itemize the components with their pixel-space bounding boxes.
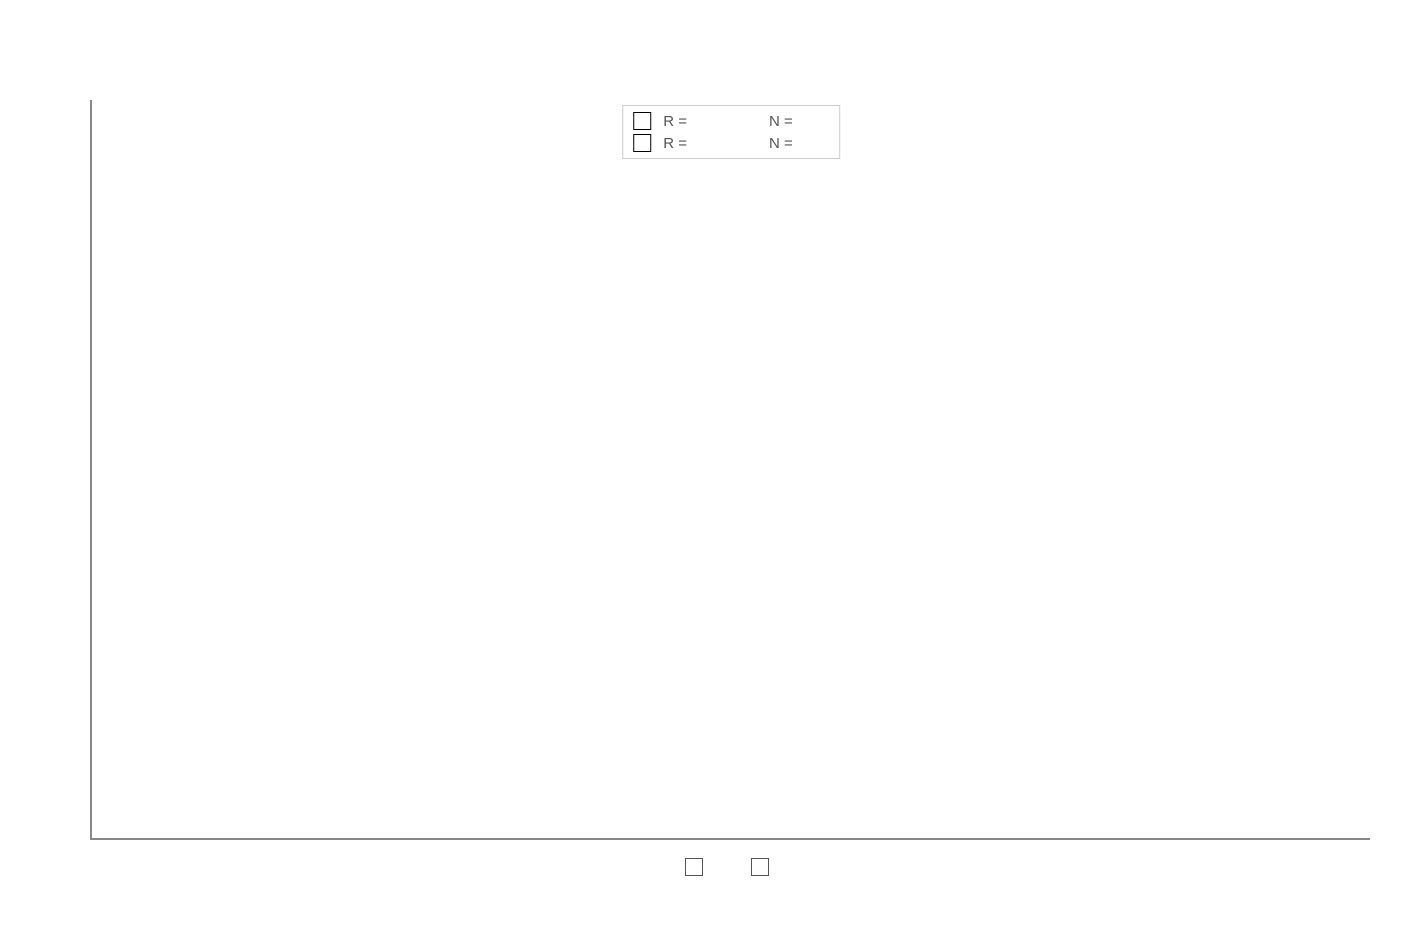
series-legend: [685, 858, 777, 876]
swatch-bosnia: [685, 858, 703, 876]
legend-row-bosnia: R = N =: [633, 110, 829, 132]
plot-area: R = N = R = N =: [90, 100, 1370, 840]
swatch-iran: [751, 858, 769, 876]
legend-item-iran: [751, 858, 777, 876]
swatch-iran: [633, 134, 651, 152]
correlation-stats-legend: R = N = R = N =: [622, 105, 840, 159]
correlation-chart: R = N = R = N =: [60, 100, 1380, 880]
swatch-bosnia: [633, 112, 651, 130]
scatter-svg: [92, 100, 1370, 838]
legend-row-iran: R = N =: [633, 132, 829, 154]
legend-item-bosnia: [685, 858, 711, 876]
